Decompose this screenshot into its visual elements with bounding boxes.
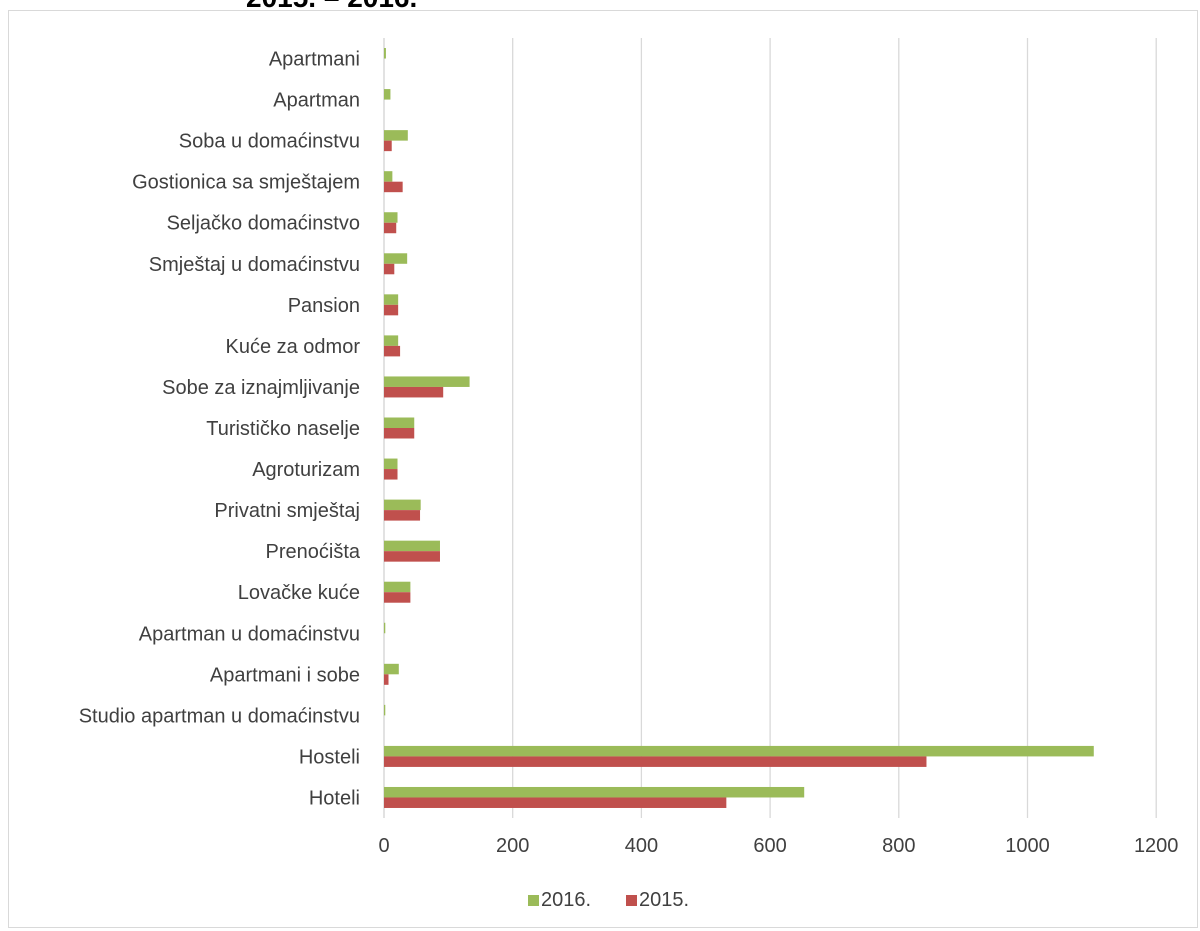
category-label: Turističko naselje <box>206 418 360 440</box>
category-label: Apartman u domaćinstvu <box>139 623 360 645</box>
bar-2016 <box>384 335 399 346</box>
bar-2016 <box>384 212 398 223</box>
bar-2015 <box>384 674 389 685</box>
bar-2015 <box>384 222 397 234</box>
category-label: Hosteli <box>299 746 360 768</box>
category-label: Agroturizam <box>252 459 360 481</box>
category-label: Prenoćišta <box>266 541 361 563</box>
bar-2016 <box>384 663 399 675</box>
bar-2016 <box>384 171 393 182</box>
x-tick-label: 800 <box>882 835 915 857</box>
x-tick-label: 200 <box>496 835 529 857</box>
category-label: Studio apartman u domaćinstvu <box>79 705 360 727</box>
category-label: Soba u domaćinstvu <box>179 131 360 153</box>
bar-2016 <box>384 704 386 716</box>
x-tick-label: 1000 <box>1005 835 1050 857</box>
category-label: Hoteli <box>309 787 360 809</box>
bar-2015 <box>384 551 440 562</box>
bar-2015 <box>384 428 415 439</box>
x-tick-label: 0 <box>378 835 389 857</box>
bar-2015 <box>384 345 401 357</box>
bar-2016 <box>384 253 408 264</box>
category-label: Kuće za odmor <box>225 336 360 358</box>
category-label: Seljačko domaćinstvo <box>167 213 360 235</box>
legend-swatch <box>528 895 539 906</box>
category-label: Sobe za iznajmljivanje <box>162 377 360 399</box>
bar-2016 <box>384 417 415 428</box>
bar-2015 <box>384 797 727 808</box>
bar-2016 <box>384 294 399 305</box>
bar-2015 <box>384 469 398 480</box>
bar-2016 <box>384 540 440 552</box>
bar-2016 <box>384 48 386 59</box>
bar-2016 <box>384 745 1094 757</box>
bar-2015 <box>384 386 444 398</box>
category-label: Apartmani i sobe <box>210 664 360 686</box>
bar-2016 <box>384 458 398 470</box>
bar-2016 <box>384 581 411 593</box>
x-tick-label: 400 <box>625 835 658 857</box>
bar-2016 <box>384 130 408 141</box>
x-tick-labels: 0 200 400 600 800 1000 1200 <box>378 835 1178 857</box>
category-label: Lovačke kuće <box>238 582 360 604</box>
gridlines <box>383 38 1157 818</box>
category-label: Smještaj u domaćinstvu <box>149 254 360 276</box>
legend-label: 2015. <box>639 889 689 911</box>
x-tick-label: 600 <box>753 835 786 857</box>
category-label: Privatni smještaj <box>214 500 360 522</box>
bar-2015 <box>384 304 399 316</box>
bar-2016 <box>384 499 421 511</box>
legend-swatch <box>626 895 637 906</box>
category-label: Gostionica sa smještajem <box>132 172 360 194</box>
category-label: Apartman <box>273 90 360 112</box>
chart-title-fragment: 2015. – 2016. <box>246 0 417 14</box>
bar-2015 <box>384 592 411 603</box>
bar-2016 <box>384 89 391 100</box>
bar-2015 <box>384 756 927 767</box>
bar-2015 <box>384 181 403 193</box>
bar-2015 <box>384 263 395 275</box>
category-labels: Apartmani Apartman Soba u domaćinstvu Gosti… <box>79 49 361 810</box>
bar-2016 <box>384 622 386 634</box>
bar-2016 <box>384 376 470 387</box>
chart-frame <box>8 10 1198 928</box>
x-tick-label: 1200 <box>1134 835 1179 857</box>
legend: 2016. 2015. <box>528 889 689 911</box>
bar-2015 <box>384 510 421 521</box>
legend-label: 2016. <box>541 889 591 911</box>
category-label: Apartmani <box>269 49 360 71</box>
bar-2015 <box>384 140 392 152</box>
bars <box>384 48 1094 808</box>
bar-2016 <box>384 786 805 798</box>
category-label: Pansion <box>288 295 360 317</box>
